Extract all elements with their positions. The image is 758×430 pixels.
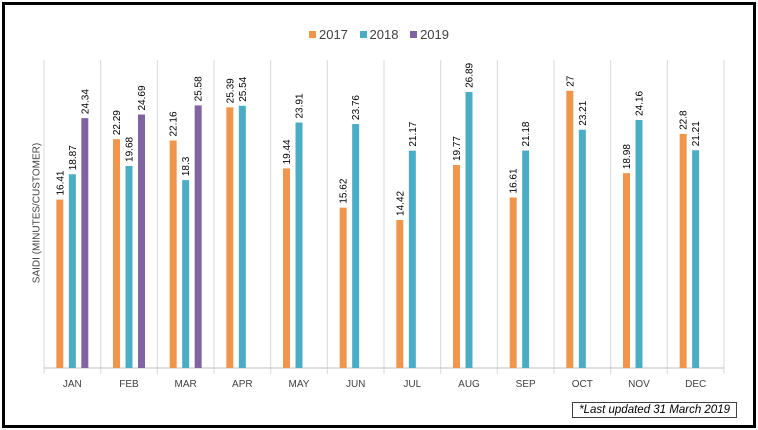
bar-2019 xyxy=(194,105,202,369)
data-label: 21.17 xyxy=(408,121,419,146)
data-label: 19.68 xyxy=(125,136,136,161)
data-label: 27 xyxy=(565,75,576,87)
legend-item-2017: 2017 xyxy=(308,27,348,42)
data-label: 18.98 xyxy=(622,144,633,169)
bar-2017 xyxy=(169,140,177,368)
legend-label-2017: 2017 xyxy=(318,27,348,42)
x-tick-label: OCT xyxy=(572,379,593,390)
data-label: 21.21 xyxy=(691,121,702,146)
bar-2018 xyxy=(578,129,586,368)
bar-2018 xyxy=(238,105,246,368)
x-tick-label: AUG xyxy=(458,379,480,390)
data-label: 23.91 xyxy=(295,93,306,118)
data-label: 22.16 xyxy=(169,111,180,136)
x-tick-label: JAN xyxy=(63,379,82,390)
legend-label-2019: 2019 xyxy=(420,27,449,42)
data-label: 18.3 xyxy=(181,156,192,176)
bar-2017 xyxy=(226,107,234,368)
bar-2018 xyxy=(465,91,473,369)
bar-2018 xyxy=(692,150,700,368)
data-label: 15.62 xyxy=(339,178,350,203)
data-label: 24.69 xyxy=(137,85,148,110)
bar-2017 xyxy=(453,165,460,368)
x-tick-label: JUL xyxy=(403,379,421,390)
data-label: 24.16 xyxy=(635,90,646,115)
data-label: 25.54 xyxy=(238,76,249,101)
bar-2017 xyxy=(623,173,630,368)
data-label: 14.42 xyxy=(395,190,406,215)
footnote: *Last updated 31 March 2019 xyxy=(572,402,737,418)
data-label: 25.58 xyxy=(194,76,205,101)
legend: 2017 2018 2019 xyxy=(0,27,758,42)
data-label: 19.77 xyxy=(452,136,463,161)
bar-2018 xyxy=(522,150,530,368)
bar-2017 xyxy=(396,219,404,368)
data-label: 22.29 xyxy=(112,110,123,135)
x-tick-label: NOV xyxy=(628,379,650,390)
bar-2017 xyxy=(509,197,517,368)
legend-item-2019: 2019 xyxy=(410,27,449,42)
x-tick-label: DEC xyxy=(685,379,706,390)
x-tick-label: SEP xyxy=(516,379,536,390)
legend-swatch-2018 xyxy=(359,31,367,39)
data-label: 25.39 xyxy=(225,78,236,103)
data-label: 24.34 xyxy=(80,89,91,114)
data-label: 26.89 xyxy=(465,62,476,87)
x-tick-label: MAR xyxy=(175,379,197,390)
bar-2017 xyxy=(679,133,687,368)
bar-2018 xyxy=(352,124,360,369)
legend-item-2018: 2018 xyxy=(359,27,399,42)
data-label: 21.18 xyxy=(521,121,532,146)
data-label: 19.44 xyxy=(282,139,293,164)
bar-2017 xyxy=(283,168,290,368)
data-label: 23.76 xyxy=(351,95,362,120)
data-label: 16.61 xyxy=(509,168,520,193)
bar-2017 xyxy=(113,139,120,368)
data-label: 22.8 xyxy=(679,110,690,130)
x-tick-label: FEB xyxy=(119,379,139,390)
bar-2018 xyxy=(182,180,190,368)
legend-label-2018: 2018 xyxy=(369,27,399,42)
data-label: 23.21 xyxy=(578,100,589,125)
bar-2018 xyxy=(68,174,76,368)
bar-2017 xyxy=(56,199,64,368)
bar-2017 xyxy=(339,207,347,368)
legend-swatch-2019 xyxy=(410,31,418,39)
bar-2018 xyxy=(295,122,303,368)
legend-swatch-2017 xyxy=(308,31,316,39)
bar-2018 xyxy=(635,119,643,368)
bar-2019 xyxy=(138,114,145,369)
bar-2017 xyxy=(566,90,574,369)
data-label: 16.41 xyxy=(55,170,66,195)
x-tick-label: JUN xyxy=(346,379,365,390)
x-tick-label: APR xyxy=(232,379,253,390)
bar-2018 xyxy=(408,150,416,368)
x-tick-label: MAY xyxy=(289,379,310,390)
bar-2018 xyxy=(125,165,133,368)
data-label: 18.87 xyxy=(68,145,79,170)
bar-2019 xyxy=(81,118,89,368)
